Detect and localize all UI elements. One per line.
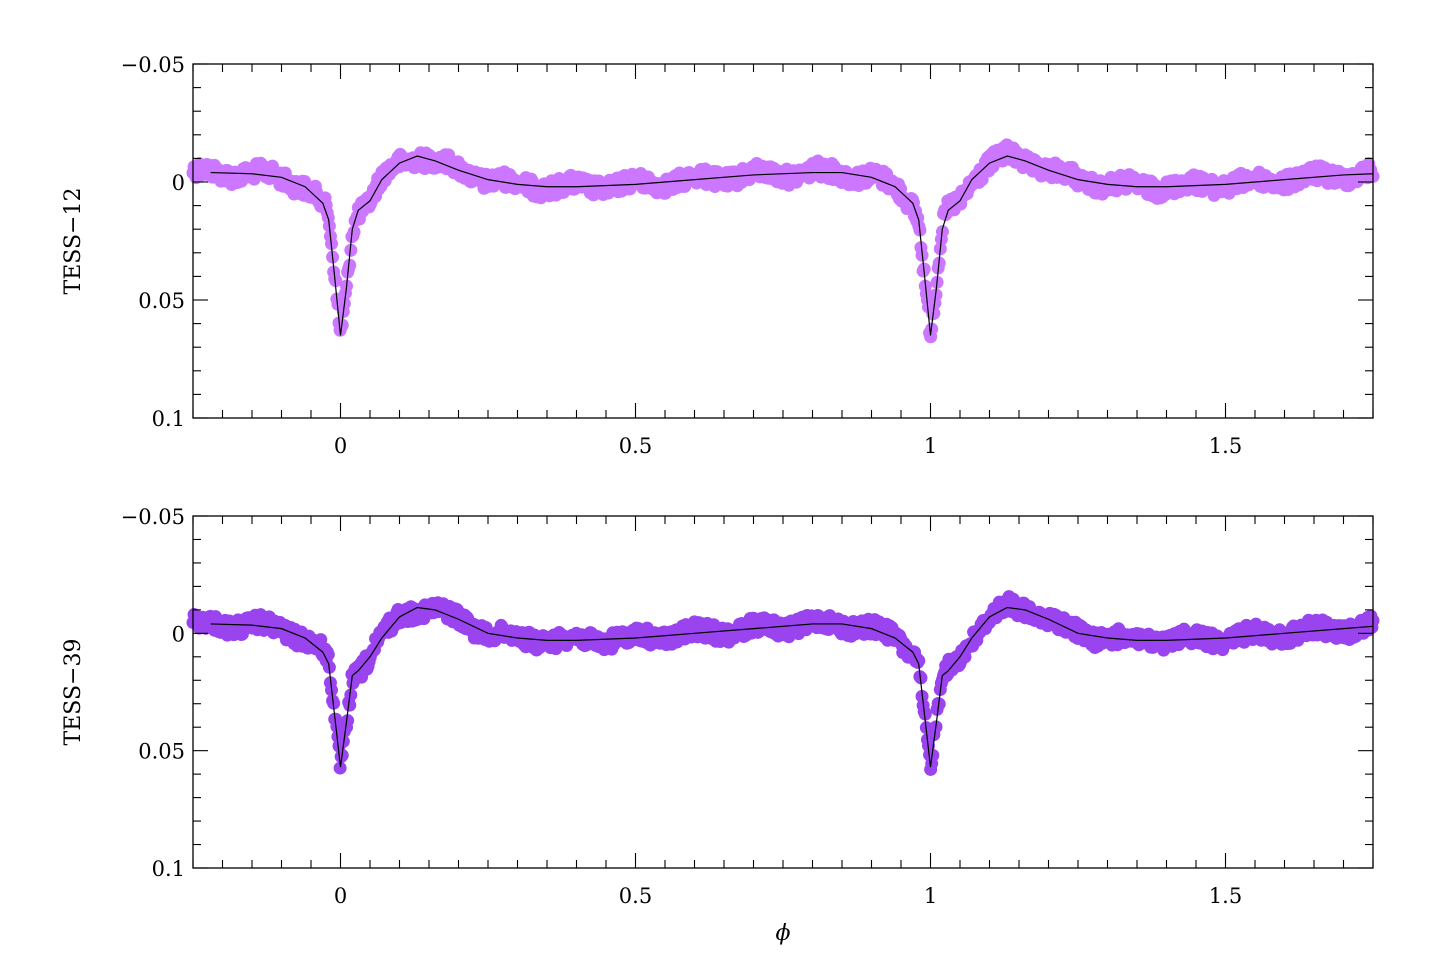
data-point	[329, 274, 343, 288]
y-tick-labels: −0.05 0 0.05 0.1	[121, 53, 185, 431]
x-tick-label: 1.5	[1209, 884, 1242, 908]
x-tick-labels: 0 0.5 1 1.5	[334, 884, 1242, 908]
model-curve	[210, 155, 1374, 336]
data-point	[918, 707, 932, 721]
model-curve	[210, 606, 1374, 768]
data-point	[341, 714, 355, 728]
axis-ticks	[192, 515, 1374, 869]
x-tick-label: 1	[924, 434, 937, 458]
plot-frame	[192, 515, 1374, 869]
x-axis-label: ϕ	[776, 921, 791, 946]
x-tick-label: 1	[924, 884, 937, 908]
y-tick-label: 0.1	[152, 407, 185, 431]
x-tick-label: 0.5	[619, 884, 652, 908]
panel-tess-12: 0 0.5 1 1.5 −0.05 0 0.05 0.1 TESS−12	[61, 53, 1380, 458]
y-tick-labels: −0.05 0 0.05 0.1	[121, 505, 185, 881]
data-point	[333, 761, 347, 775]
plot-frame	[192, 63, 1374, 419]
y-tick-label: 0	[172, 622, 185, 646]
y-axis-label: TESS−39	[61, 639, 86, 746]
x-tick-label: 0	[334, 884, 347, 908]
panel-tess-39: 0 0.5 1 1.5 −0.05 0 0.05 0.1 TESS−39 ϕ	[61, 505, 1380, 946]
data-point	[344, 688, 358, 702]
data-point	[347, 225, 361, 239]
y-tick-label: 0.05	[138, 289, 185, 313]
y-axis-label: TESS−12	[61, 188, 86, 295]
y-tick-label: −0.05	[121, 53, 185, 77]
data-point	[343, 258, 357, 272]
observed-points	[186, 590, 1380, 776]
data-point	[344, 243, 358, 257]
data-point	[343, 698, 357, 712]
y-tick-label: −0.05	[121, 505, 185, 529]
x-tick-label: 0	[334, 434, 347, 458]
y-tick-label: 0.05	[138, 740, 185, 764]
x-tick-label: 0.5	[619, 434, 652, 458]
y-tick-label: 0	[172, 171, 185, 195]
x-tick-label: 1.5	[1209, 434, 1242, 458]
y-tick-label: 0.1	[152, 857, 185, 881]
x-tick-labels: 0 0.5 1 1.5	[334, 434, 1242, 458]
axis-ticks	[192, 63, 1374, 419]
observed-points	[186, 138, 1380, 344]
data-point	[914, 671, 928, 685]
